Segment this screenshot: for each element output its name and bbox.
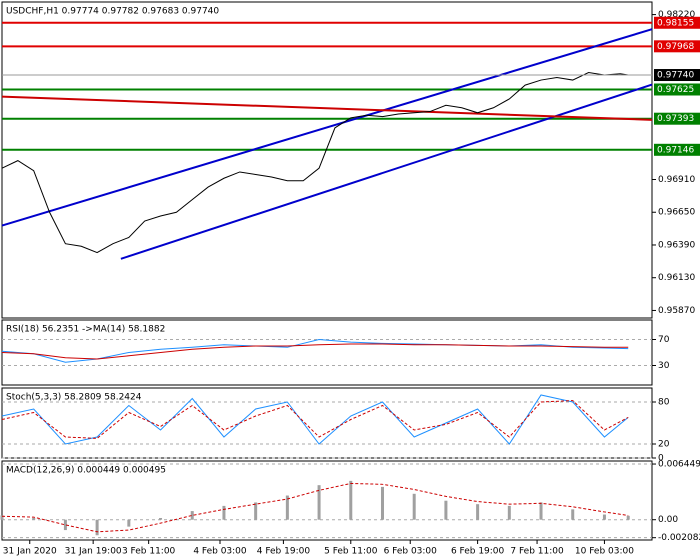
level-label-box: [654, 112, 700, 125]
x-tick-label: 31 Jan 2020: [3, 547, 57, 557]
histogram-bar: [349, 480, 353, 520]
y-tick-label: 0.00: [658, 515, 678, 525]
histogram-bar: [127, 519, 131, 527]
y-tick-label: -0.002082: [658, 533, 700, 543]
y-tick-label: 70: [658, 335, 670, 345]
histogram-bar: [0, 515, 4, 520]
series-line: [1, 343, 629, 360]
level-label: 0.97393: [657, 114, 694, 124]
y-tick-label: 80: [658, 398, 670, 408]
y-tick-label: 0.96130: [658, 273, 695, 283]
histogram-bar: [317, 485, 321, 520]
y-tick-label: 0.96910: [658, 175, 695, 185]
trend-line: [1, 95, 653, 121]
current-price-label: 0.97740: [657, 71, 694, 81]
panel: [1, 460, 653, 541]
x-tick-label: 6 Feb 03:00: [384, 547, 438, 557]
histogram-bar: [412, 493, 416, 520]
y-tick-label: 0.96390: [658, 240, 695, 250]
histogram-bar: [190, 511, 194, 520]
histogram-bar: [254, 502, 258, 520]
level-label-box: [654, 16, 700, 29]
panel-title: USDCHF,H1 0.97774 0.97782 0.97683 0.9774…: [6, 7, 219, 17]
current-price-box: [654, 69, 700, 82]
y-tick-label: 0.006449: [658, 460, 700, 470]
histogram-bar: [63, 519, 67, 531]
y-tick-label: 0.95870: [658, 306, 695, 316]
panel-title: RSI(18) 56.2351 ->MA(14) 58.1882: [6, 325, 165, 335]
histogram-bar: [571, 509, 575, 520]
x-tick-label: 4 Feb 19:00: [257, 547, 311, 557]
x-tick-label: 7 Feb 11:00: [510, 547, 564, 557]
histogram-bar: [476, 504, 480, 520]
y-tick-label: 0.98220: [658, 10, 695, 20]
level-label: 0.97968: [657, 42, 694, 52]
panel: [1, 1, 653, 319]
histogram-bar: [222, 505, 226, 520]
series-line: [1, 394, 629, 445]
series-line: [1, 71, 629, 254]
y-tick-label: 0.96650: [658, 208, 695, 218]
histogram-bar: [285, 495, 289, 520]
histogram-bar: [626, 515, 630, 520]
x-tick-label: 6 Feb 19:00: [451, 547, 505, 557]
level-label-box: [654, 143, 700, 156]
histogram-bar: [602, 514, 606, 520]
level-label: 0.97625: [657, 85, 694, 95]
x-tick-label: 31 Jan 19:00: [65, 547, 122, 557]
panel-title: MACD(12,26,9) 0.000449 0.000495: [6, 466, 166, 476]
y-tick-label: 20: [658, 440, 670, 450]
level-label: 0.97146: [657, 145, 694, 155]
histogram-bar: [159, 517, 163, 520]
level-label-box: [654, 83, 700, 96]
series-line: [1, 482, 629, 533]
x-tick-label: 5 Feb 11:00: [324, 547, 378, 557]
histogram-bar: [95, 519, 99, 536]
y-tick-label: 0: [658, 454, 664, 464]
x-tick-label: 10 Feb 03:00: [575, 547, 634, 557]
histogram-bar: [444, 500, 448, 520]
x-tick-label: 4 Feb 03:00: [193, 547, 247, 557]
series-line: [1, 400, 629, 439]
trend-line: [1, 28, 653, 227]
trend-line: [120, 83, 653, 260]
x-tick-label: 3 Feb 11:00: [122, 547, 176, 557]
level-label: 0.98155: [657, 18, 694, 28]
histogram-bar: [380, 486, 384, 520]
level-label-box: [654, 40, 700, 53]
histogram-bar: [539, 502, 543, 520]
panel-title: Stoch(5,3,3) 58.2809 58.2424: [6, 393, 142, 403]
series-line: [1, 338, 629, 363]
y-tick-label: 30: [658, 361, 670, 371]
histogram-bar: [32, 517, 36, 520]
histogram-bar: [507, 505, 511, 520]
